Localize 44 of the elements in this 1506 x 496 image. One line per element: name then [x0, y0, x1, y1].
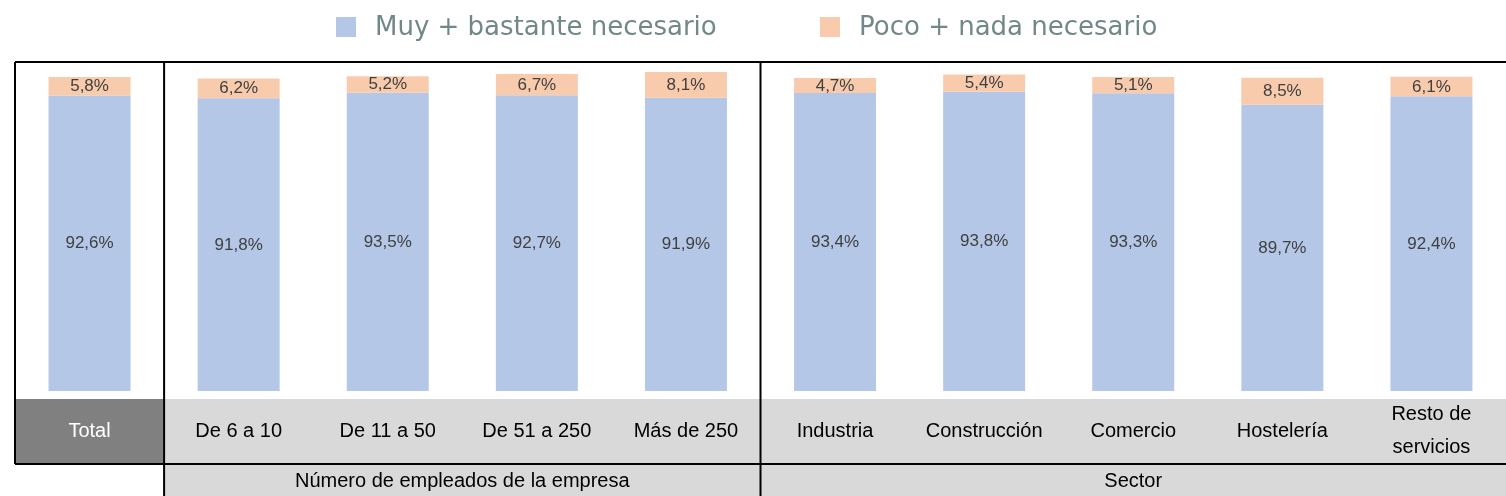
data-label: 5,4%: [964, 73, 1004, 93]
data-label: 5,8%: [70, 76, 109, 96]
bar: [1241, 104, 1324, 391]
x-tick-label: Hostelería: [1236, 418, 1329, 441]
bar: [48, 95, 131, 391]
data-label: 6,2%: [219, 78, 259, 98]
bar: [346, 92, 429, 391]
data-label: 5,2%: [368, 74, 408, 94]
data-label: 93,4%: [810, 232, 860, 252]
bar: [1092, 93, 1175, 391]
legend-label: Poco + nada necesario: [859, 11, 1158, 41]
data-label: 91,8%: [214, 234, 263, 254]
legend-label: Muy + bastante necesario: [375, 11, 717, 41]
data-label: 92,7%: [512, 233, 561, 253]
x-tick-label: Más de 250: [633, 418, 739, 441]
data-label: 8,5%: [1262, 81, 1302, 101]
x-tick-label: De 11 a 50: [339, 418, 436, 441]
data-label: 93,3%: [1109, 232, 1158, 252]
data-label: 8,1%: [666, 74, 706, 94]
text: Sector: [1103, 468, 1164, 493]
x-tick-label: Total: [68, 418, 111, 441]
bar: [495, 95, 578, 391]
bar: [794, 93, 877, 391]
x-tick-label: Industria: [796, 418, 875, 441]
x-tick-label: Comercio: [1090, 418, 1177, 441]
x-tick-label: De 51 a 250: [482, 418, 592, 441]
text: Número de empleados de la empresa: [293, 468, 631, 493]
bar: [1390, 96, 1473, 391]
data-label: 6,7%: [517, 74, 557, 94]
bar: [197, 98, 280, 391]
x-tick-label: Construcción: [925, 418, 1043, 441]
data-label: 5,1%: [1113, 75, 1153, 95]
bar: [644, 97, 727, 391]
x-tick-label: Resto de servicios: [1391, 402, 1472, 457]
data-label: 4,7%: [815, 75, 855, 95]
x-tick-label: De 6 a 10: [195, 418, 283, 441]
data-label: 93,8%: [960, 231, 1009, 251]
data-label: 6,1%: [1412, 76, 1451, 96]
data-label: 92,4%: [1407, 233, 1456, 253]
data-label: 91,9%: [661, 234, 711, 254]
data-label: 92,6%: [65, 233, 114, 253]
data-label: 93,5%: [363, 231, 412, 251]
bar: [943, 91, 1026, 391]
data-label: 89,7%: [1258, 237, 1307, 257]
